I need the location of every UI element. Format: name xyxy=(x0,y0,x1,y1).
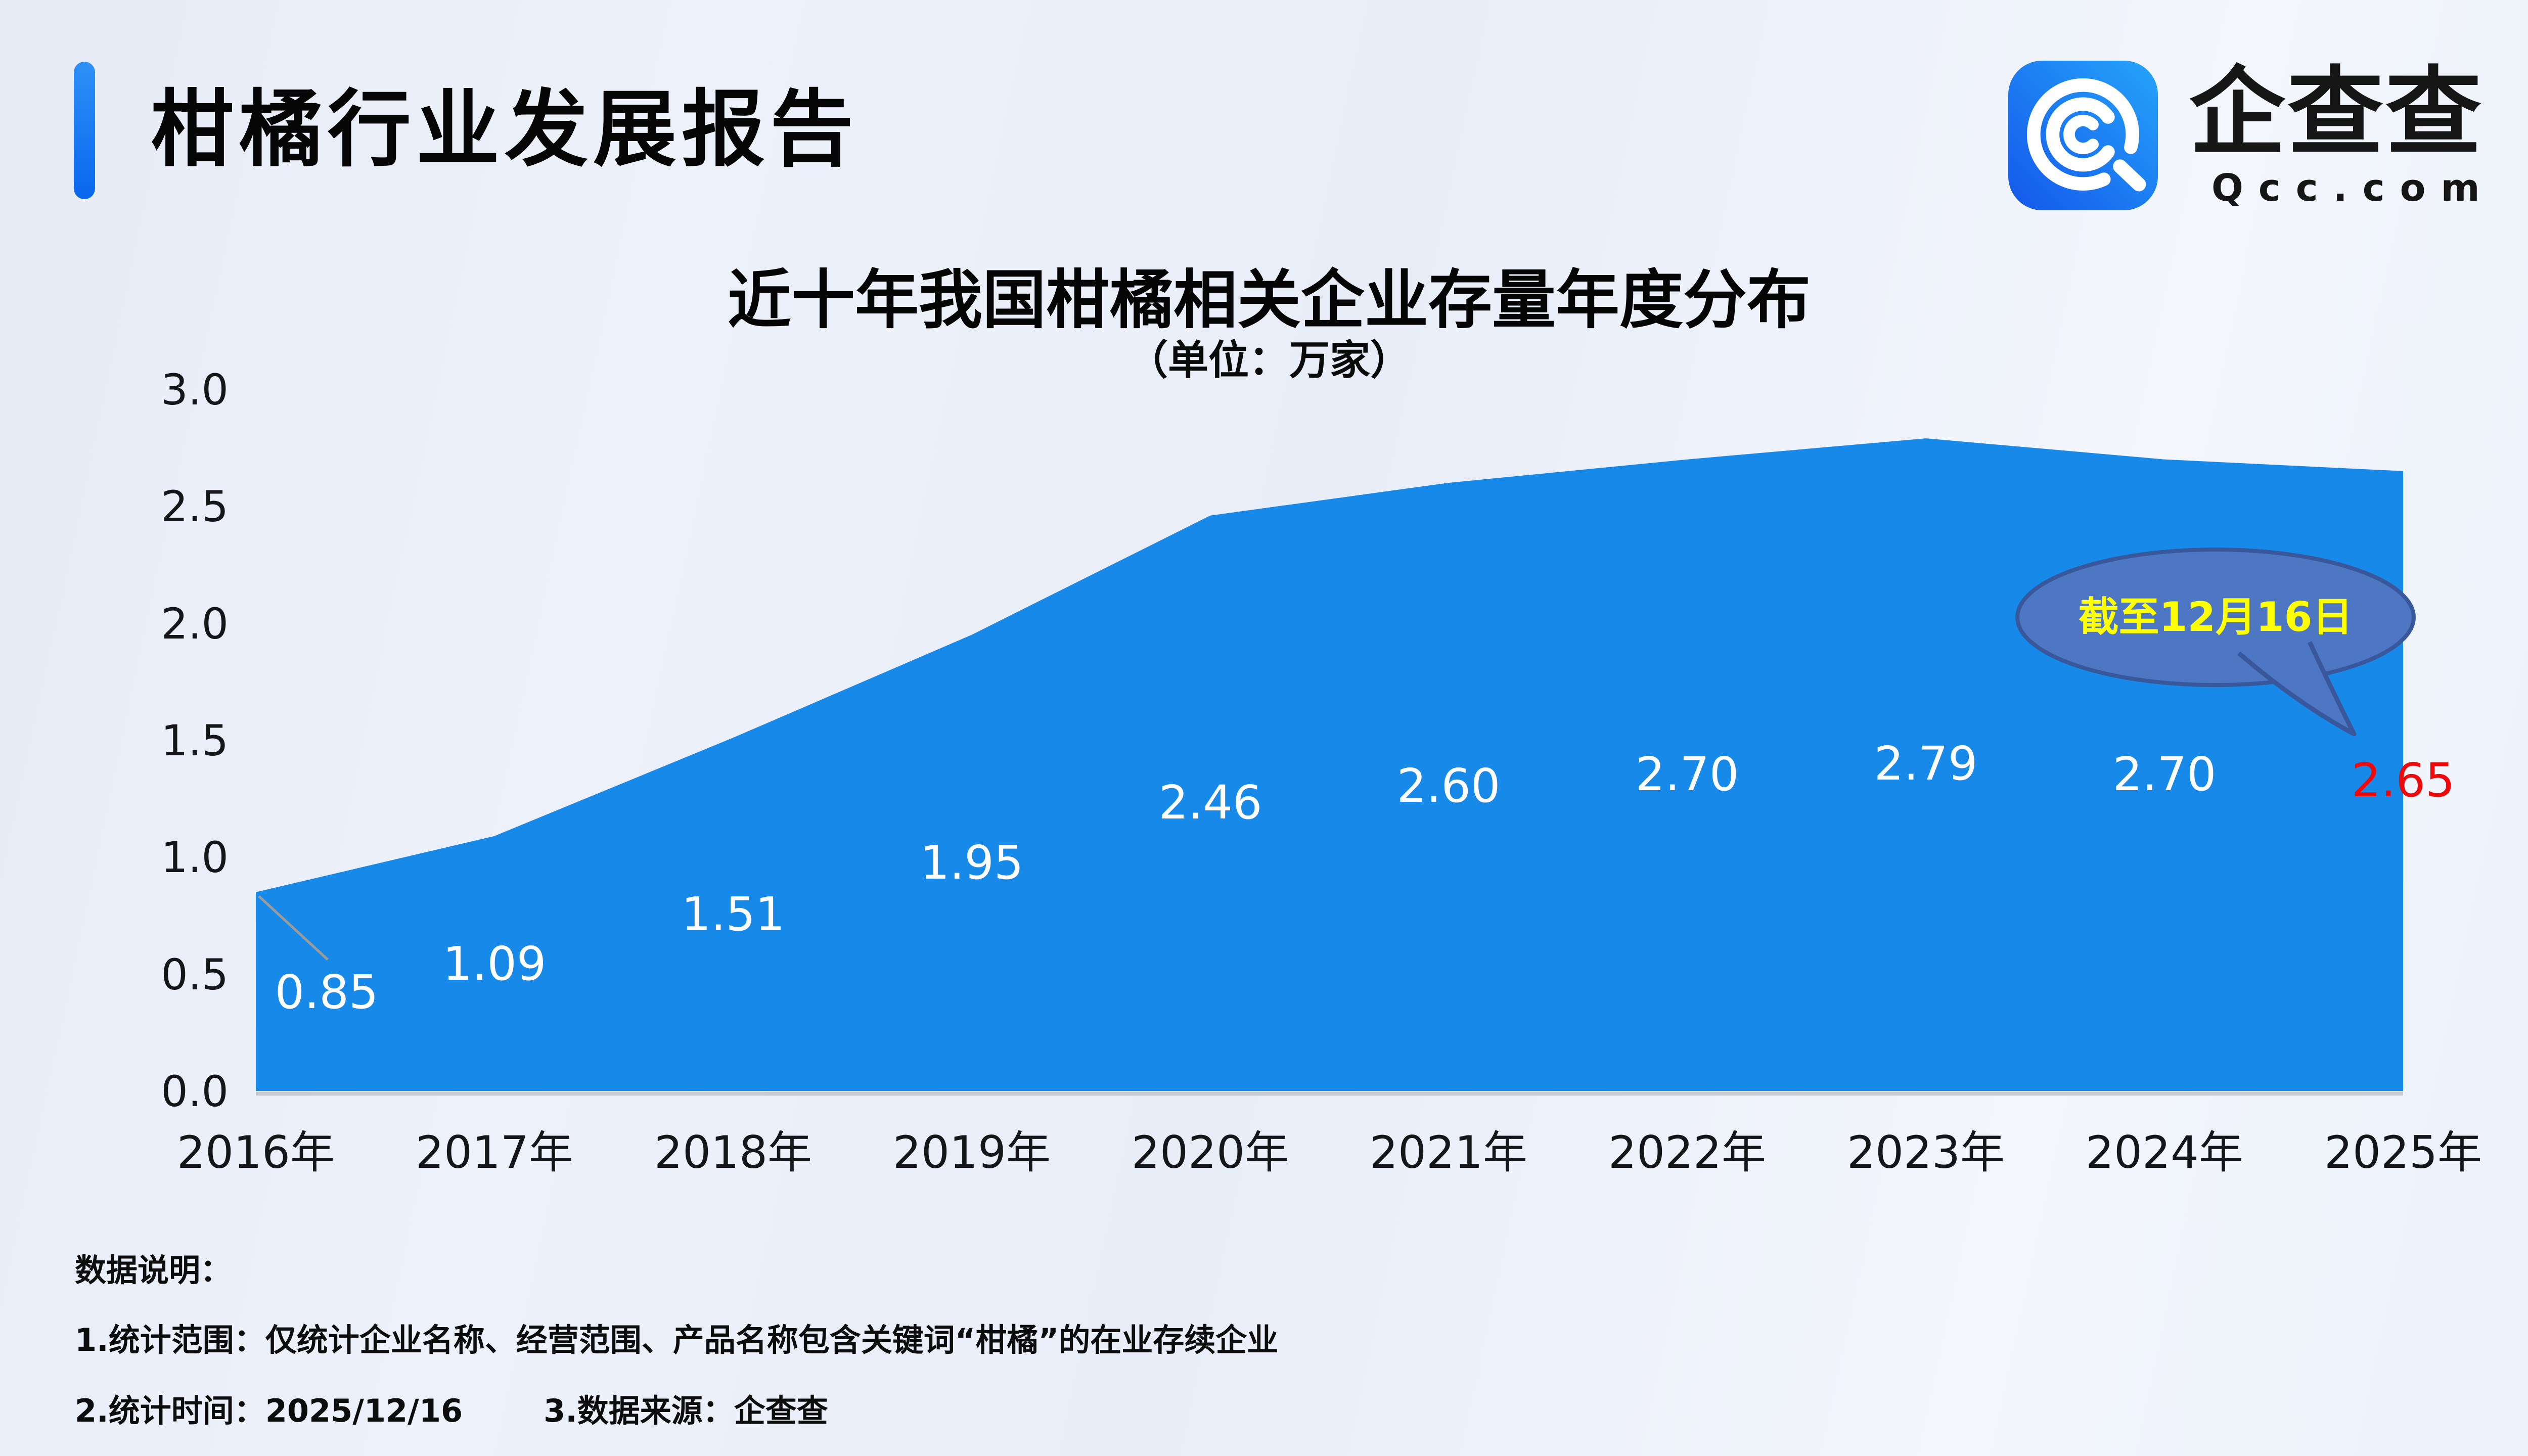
y-tick-0.0: 0.0 xyxy=(161,1067,229,1116)
value-label-2020: 2.46 xyxy=(1159,776,1262,830)
value-label-2019: 1.95 xyxy=(920,836,1024,890)
y-tick-2.5: 2.5 xyxy=(161,482,229,531)
value-label-2022: 2.70 xyxy=(1636,747,1739,801)
brand-name: 企查查 xyxy=(2189,57,2484,168)
note-statistics-scope: 1.统计范围：仅统计企业名称、经营范围、产品名称包含关键词“柑橘”的在业存续企业 xyxy=(75,1322,1279,1358)
page-title: 柑橘行业发展报告 xyxy=(151,81,859,178)
area-series xyxy=(256,438,2403,1091)
y-tick-2.0: 2.0 xyxy=(161,599,229,649)
x-tick-2017: 2017年 xyxy=(416,1126,573,1178)
x-tick-2022: 2022年 xyxy=(1608,1126,1766,1178)
chart-title: 近十年我国柑橘相关企业存量年度分布 xyxy=(728,263,1811,337)
value-label-2025: 2.65 xyxy=(2352,753,2455,807)
brand-text: 企查查 Qcc.com xyxy=(2189,61,2495,210)
y-tick-1.0: 1.0 xyxy=(161,833,229,882)
x-tick-2021: 2021年 xyxy=(1370,1126,1527,1178)
chart-layer: 0.0 0.5 1.0 1.5 2.0 2.5 3.0 2016年 2017年 2018年 2019… xyxy=(161,365,2482,1178)
y-tick-3.0: 3.0 xyxy=(161,365,229,415)
x-tick-2018: 2018年 xyxy=(654,1126,812,1178)
x-tick-2019: 2019年 xyxy=(893,1126,1051,1178)
value-label-2021: 2.60 xyxy=(1397,759,1501,813)
value-label-2017: 1.09 xyxy=(443,937,547,991)
x-tick-2024: 2024年 xyxy=(2086,1126,2243,1178)
value-label-2024: 2.70 xyxy=(2113,747,2217,801)
value-label-2018: 1.51 xyxy=(682,887,785,941)
y-tick-0.5: 0.5 xyxy=(161,950,229,999)
value-label-2023: 2.79 xyxy=(1874,737,1978,791)
x-tick-2020: 2020年 xyxy=(1132,1126,1289,1178)
first-point-leader-line xyxy=(258,895,329,961)
note-statistics-time: 2.统计时间：2025/12/16 xyxy=(75,1392,463,1429)
note-data-source: 3.数据来源：企查查 xyxy=(544,1392,828,1429)
value-label-2016: 0.85 xyxy=(275,965,379,1019)
logo-inner-c xyxy=(2063,115,2099,154)
notes-label: 数据说明： xyxy=(75,1252,232,1289)
y-tick-1.5: 1.5 xyxy=(161,716,229,765)
logo-magnifier-handle xyxy=(2113,159,2146,192)
qcc-logo-icon xyxy=(2008,61,2158,210)
x-tick-2016: 2016年 xyxy=(177,1126,335,1178)
callout-label: 截至12月16日 xyxy=(2079,594,2353,641)
chart-subtitle: （单位：万家） xyxy=(1127,337,1411,384)
brand-logo: 企查查 Qcc.com xyxy=(2008,61,2495,210)
title-accent-bar xyxy=(74,62,95,199)
x-tick-2023: 2023年 xyxy=(1847,1126,2005,1178)
brand-domain: Qcc.com xyxy=(2211,166,2495,210)
logo-outer-ring xyxy=(2026,78,2139,191)
x-tick-2025: 2025年 xyxy=(2324,1126,2482,1178)
callout-tail xyxy=(2237,641,2357,737)
logo-middle-c xyxy=(2046,97,2115,172)
note-row: 2.统计时间：2025/12/16 3.数据来源：企查查 xyxy=(75,1385,828,1431)
